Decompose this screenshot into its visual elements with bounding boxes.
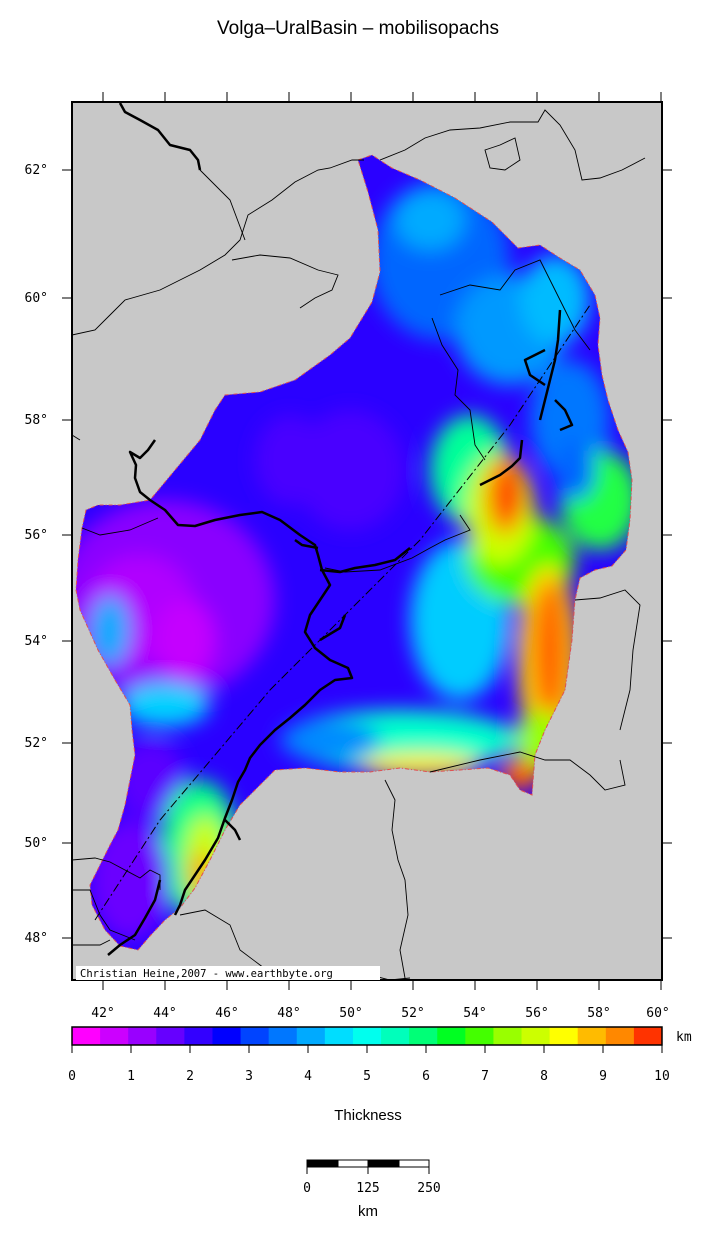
colorbar-label: 4 xyxy=(304,1069,312,1084)
lat-label: 62° xyxy=(25,163,48,178)
lon-label: 52° xyxy=(401,1006,424,1021)
map-title: Volga–UralBasin – mobilisopachs xyxy=(217,18,499,39)
credit-text: Christian Heine,2007 - www.earthbyte.org xyxy=(80,968,333,980)
lon-label: 56° xyxy=(525,1006,548,1021)
colorbar-cell xyxy=(577,1027,607,1045)
profile-line xyxy=(94,304,591,921)
lat-label: 48° xyxy=(25,931,48,946)
colorbar-cell xyxy=(437,1027,466,1045)
colorbar-cell xyxy=(381,1027,410,1045)
lat-label: 54° xyxy=(25,634,48,649)
colorbar-cell xyxy=(296,1027,326,1045)
lon-label: 44° xyxy=(153,1006,176,1021)
colorbar-label: 7 xyxy=(481,1069,489,1084)
colorbar-label: 5 xyxy=(363,1069,371,1084)
colorbar-label: 2 xyxy=(186,1069,194,1084)
colorbar-cell xyxy=(493,1027,523,1045)
lon-ticks xyxy=(102,92,662,990)
colorbar-label: 10 xyxy=(654,1069,670,1084)
colorbar-cell xyxy=(72,1027,101,1045)
scale-label: 125 xyxy=(356,1181,379,1196)
colorbar-cell xyxy=(521,1027,551,1045)
lat-labels: 48° 50° 52° 54° 56° 58° 60° 62° xyxy=(25,163,48,946)
lat-label: 58° xyxy=(25,413,48,428)
colorbar-cell xyxy=(184,1027,213,1045)
lon-label: 50° xyxy=(339,1006,362,1021)
colorbar-cell xyxy=(156,1027,185,1045)
lon-label: 54° xyxy=(463,1006,486,1021)
rivers xyxy=(107,102,574,956)
colorbar-label: 1 xyxy=(127,1069,135,1084)
lat-label: 52° xyxy=(25,736,48,751)
thickness-field xyxy=(76,155,632,950)
colorbar-cell xyxy=(100,1027,129,1045)
lon-label: 48° xyxy=(277,1006,300,1021)
colorbar-ticks xyxy=(71,1045,663,1053)
colorbar-cell xyxy=(409,1027,438,1045)
colorbar-label: 6 xyxy=(422,1069,430,1084)
lon-label: 60° xyxy=(646,1006,669,1021)
country-borders xyxy=(71,109,646,981)
lon-label: 58° xyxy=(587,1006,610,1021)
scale-label: 0 xyxy=(303,1181,311,1196)
scale-label: 250 xyxy=(417,1181,440,1196)
lon-label: 46° xyxy=(215,1006,238,1021)
colorbar-cell xyxy=(128,1027,157,1045)
colorbar-cell xyxy=(268,1027,298,1045)
colorbar-label: 0 xyxy=(68,1069,76,1084)
colorbar-unit: km xyxy=(676,1030,692,1045)
colorbar-cell xyxy=(240,1027,270,1045)
colorbar-cell xyxy=(324,1027,354,1045)
lat-label: 56° xyxy=(25,528,48,543)
colorbar-cell xyxy=(212,1027,242,1045)
colorbar-cell xyxy=(465,1027,494,1045)
colorbar-label: 8 xyxy=(540,1069,548,1084)
lon-labels: 42° 44° 46° 48° 50° 52° 54° 56° 58° 60° xyxy=(91,1006,669,1021)
scale-unit: km xyxy=(358,1203,378,1220)
scale-labels: 0 125 250 xyxy=(303,1181,441,1196)
colorbar-cell xyxy=(352,1027,382,1045)
colorbar xyxy=(72,1027,663,1045)
colorbar-label: 9 xyxy=(599,1069,607,1084)
lat-label: 60° xyxy=(25,291,48,306)
colorbar-title: Thickness xyxy=(334,1107,402,1124)
lat-label: 50° xyxy=(25,836,48,851)
colorbar-cell xyxy=(633,1027,663,1045)
lon-label: 42° xyxy=(91,1006,114,1021)
colorbar-cell xyxy=(605,1027,635,1045)
credit-box xyxy=(76,966,380,980)
colorbar-label: 3 xyxy=(245,1069,253,1084)
scale-bar xyxy=(306,1159,430,1174)
colorbar-cell xyxy=(549,1027,579,1045)
colorbar-labels: 0 1 2 3 4 5 6 7 8 9 10 xyxy=(68,1069,670,1084)
lat-ticks xyxy=(62,169,672,939)
